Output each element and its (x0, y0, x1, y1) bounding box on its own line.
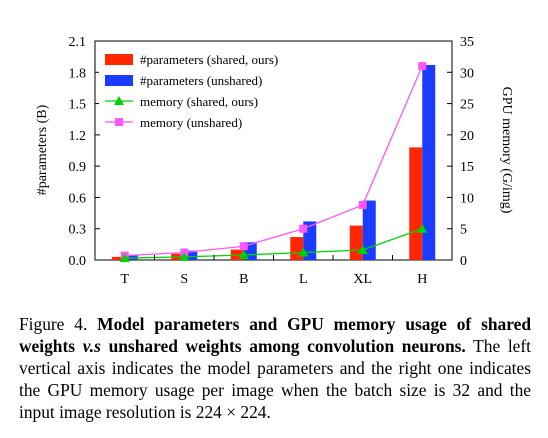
right-tick-label: 25 (460, 98, 474, 113)
legend-marker-0 (114, 96, 124, 105)
left-tick-label: 1.8 (69, 66, 87, 81)
left-axis-title: #parameters (B) (35, 104, 50, 195)
legend-swatch-bar-1 (105, 75, 133, 86)
marker-1-L (299, 224, 308, 233)
right-axis-title: GPU memory (G/img) (499, 87, 514, 214)
figure-label: Figure 4. (19, 314, 88, 334)
marker-0-B (238, 249, 249, 259)
legend-label-bar-1: #parameters (unshared) (140, 73, 262, 88)
line-1 (124, 65, 423, 257)
x-axis-ticks: T S B L XL H (120, 255, 427, 287)
caption-italic-vs: v.s (82, 336, 101, 356)
right-tick-label: 15 (460, 160, 474, 175)
figure-caption: Figure 4. Model parameters and GPU memor… (19, 313, 531, 423)
caption-bold-part-2: unshared weights among convolution neuro… (100, 336, 466, 356)
left-axis-ticks: 0.0 0.3 0.6 0.9 1.2 1.5 1.8 2.1 (69, 35, 100, 269)
marker-0-L (298, 247, 309, 257)
marker-1-H (418, 62, 427, 71)
right-axis-ticks: 0 5 10 15 20 25 30 35 (447, 35, 474, 269)
caption-bold-part-1: Model parameters and GPU memory usage of… (19, 314, 531, 356)
bar-1-H (422, 64, 436, 260)
left-tick-label: 0.6 (69, 191, 87, 206)
line-0 (124, 228, 423, 259)
right-tick-label: 30 (460, 66, 474, 81)
caption-body: The left vertical axis indicates the mod… (19, 336, 532, 422)
marker-0-T (119, 253, 130, 263)
x-tick-label-S: S (180, 272, 188, 287)
left-tick-label: 0.3 (69, 223, 87, 238)
bar-1-XL (362, 200, 376, 260)
bar-0-XL (349, 225, 363, 260)
bar-0-H (409, 147, 423, 260)
right-tick-label: 20 (460, 129, 474, 144)
x-tick-label-H: H (417, 272, 427, 287)
x-tick-label-T: T (120, 272, 129, 287)
lines (119, 62, 428, 263)
x-tick-label-L: L (299, 272, 308, 287)
legend: #parameters (shared, ours) #parameters (u… (99, 46, 295, 132)
legend-marker-1 (115, 118, 123, 126)
left-tick-label: 0.9 (69, 160, 87, 175)
left-tick-label: 1.2 (69, 129, 87, 144)
marker-1-B (239, 242, 248, 251)
legend-label-bar-0: #parameters (shared, ours) (140, 52, 278, 67)
bar-0-L (290, 237, 304, 260)
chart: 0.00.30.60.91.21.51.82.1 05101520253035 … (35, 35, 514, 287)
legend-swatch-bar-0 (105, 54, 133, 65)
legend-label-line-1: memory (unshared) (140, 115, 242, 130)
right-tick-label: 10 (460, 191, 474, 206)
left-tick-label: 0.0 (69, 254, 87, 269)
bar-1-S (184, 250, 198, 260)
left-tick-label: 2.1 (69, 35, 87, 50)
x-tick-label-XL: XL (353, 272, 372, 287)
bar-0-T (111, 256, 125, 260)
legend-label-line-0: memory (shared, ours) (140, 94, 258, 109)
marker-0-H (417, 223, 428, 233)
left-tick-label: 1.5 (69, 98, 87, 113)
marker-1-XL (358, 200, 367, 209)
marker-0-XL (357, 244, 368, 254)
marker-0-S (179, 251, 190, 261)
right-tick-label: 35 (460, 35, 474, 50)
x-tick-label-B: B (239, 272, 248, 287)
right-tick-label: 5 (460, 223, 467, 238)
right-tick-label: 0 (460, 254, 467, 269)
